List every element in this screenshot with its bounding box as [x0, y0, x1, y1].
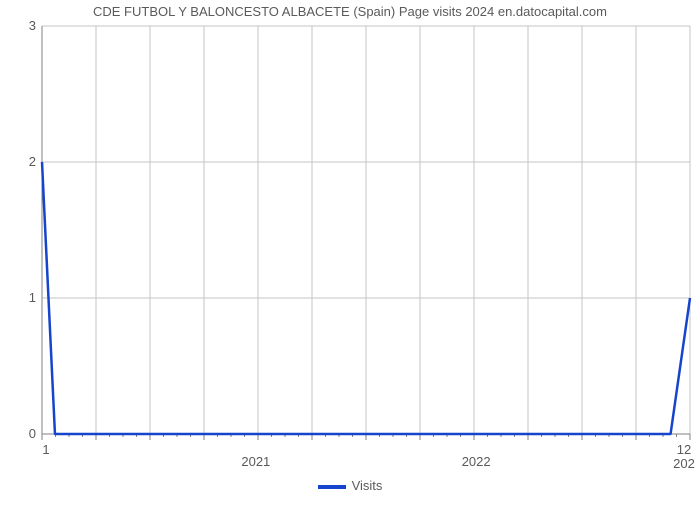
y-tick-label: 3	[16, 18, 36, 33]
legend-swatch	[318, 485, 346, 489]
x-tick-label: 2021	[241, 454, 270, 469]
x-tick-label: 202	[673, 456, 695, 471]
y-tick-label: 0	[16, 426, 36, 441]
x-tick-label: 2022	[462, 454, 491, 469]
legend: Visits	[0, 478, 700, 493]
y-tick-label: 2	[16, 154, 36, 169]
y-tick-label: 1	[16, 290, 36, 305]
chart-svg	[0, 0, 700, 500]
x-tick-label: 12	[677, 442, 691, 457]
x-tick-label: 1	[42, 442, 49, 457]
chart-title: CDE FUTBOL Y BALONCESTO ALBACETE (Spain)…	[0, 4, 700, 19]
legend-label: Visits	[352, 478, 383, 493]
chart-container: CDE FUTBOL Y BALONCESTO ALBACETE (Spain)…	[0, 0, 700, 500]
